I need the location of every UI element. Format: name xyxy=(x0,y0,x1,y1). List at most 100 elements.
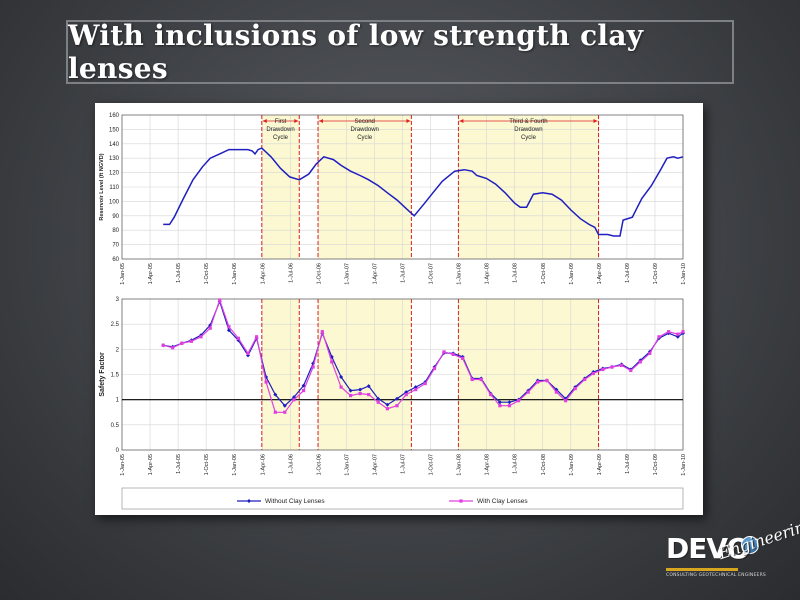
data-point-with-clay xyxy=(461,356,465,360)
x-tick-label: 1-Jan-06 xyxy=(232,454,238,476)
data-point-with-clay xyxy=(376,400,380,404)
cycle-label: Cycle xyxy=(273,135,289,141)
data-point-with-clay xyxy=(358,392,362,396)
data-point-without-clay xyxy=(358,387,363,392)
data-point-with-clay xyxy=(667,330,671,334)
data-point-with-clay xyxy=(498,404,502,408)
y-tick-label: 110 xyxy=(109,185,119,191)
chart-card: 60 70 80 90 100 110 120 130 140 150 160 1-Jan-05 1-A… xyxy=(95,103,703,515)
x-tick-label: 1-Jan-08 xyxy=(457,263,463,285)
data-point-with-clay xyxy=(330,360,334,364)
data-point-without-clay xyxy=(366,384,371,389)
cycle-label: Drawdown xyxy=(514,127,542,133)
data-point-with-clay xyxy=(583,377,587,382)
data-point-with-clay xyxy=(292,398,296,402)
x-tick-label: 1-Jul-07 xyxy=(401,263,407,283)
data-point-with-clay xyxy=(554,390,558,394)
data-point-with-clay xyxy=(246,351,250,355)
x-tick-label: 1-Apr-07 xyxy=(372,454,378,475)
data-point-with-clay xyxy=(283,410,287,414)
y-axis-label: Safety Factor xyxy=(99,352,106,397)
data-point-with-clay xyxy=(218,298,222,302)
data-point-without-clay xyxy=(395,396,399,401)
series-line-1 xyxy=(163,299,684,407)
x-tick-label: 1-Apr-09 xyxy=(597,454,603,475)
data-point-with-clay xyxy=(171,346,175,350)
data-point-without-clay xyxy=(282,403,287,408)
x-tick-label: 1-Apr-05 xyxy=(148,454,154,475)
x-tick-label: 1-Jan-10 xyxy=(681,263,687,285)
x-tick-label: 1-Jan-07 xyxy=(344,454,350,476)
cycle-label: First xyxy=(275,119,287,125)
data-point-with-clay xyxy=(180,341,184,345)
data-point-with-clay xyxy=(517,399,521,403)
x-tick-label: 1-Jul-05 xyxy=(176,454,182,474)
x-tick-label: 1-Jul-09 xyxy=(625,454,631,474)
cycle-arrow-head-right xyxy=(294,119,299,123)
cycle-label: Cycle xyxy=(357,135,373,141)
data-point-with-clay xyxy=(610,365,614,369)
y-tick-label: 0 xyxy=(116,448,120,454)
y-tick-label: 1.5 xyxy=(111,373,120,379)
cycle-arrow-head-left xyxy=(319,119,324,123)
x-tick-label: 1-Oct-07 xyxy=(429,454,435,475)
legend-label: Without Clay Lenses xyxy=(265,498,325,505)
x-tick-label: 1-Apr-06 xyxy=(260,454,266,475)
data-point-with-clay xyxy=(573,387,577,391)
logo-divider xyxy=(666,568,738,571)
x-tick-label: 1-Jul-07 xyxy=(401,454,407,474)
data-point-with-clay xyxy=(601,367,605,372)
x-tick-label: 1-Jan-05 xyxy=(120,454,126,476)
x-tick-label: 1-Jan-07 xyxy=(344,263,350,285)
x-tick-label: 1-Oct-08 xyxy=(541,454,547,475)
x-tick-label: 1-Jan-05 xyxy=(120,263,126,285)
data-point-with-clay xyxy=(302,389,306,393)
data-point-with-clay xyxy=(208,326,212,330)
x-tick-label: 1-Apr-08 xyxy=(485,263,491,284)
y-tick-label: 160 xyxy=(109,113,120,119)
data-point-with-clay xyxy=(657,335,661,339)
data-point-with-clay xyxy=(470,377,474,382)
y-tick-label: 100 xyxy=(109,199,120,205)
data-point-without-clay xyxy=(226,328,231,333)
plot-frame xyxy=(121,114,684,260)
y-tick-label: 70 xyxy=(112,243,119,249)
x-tick-label: 1-Jul-09 xyxy=(625,263,631,283)
x-tick-label: 1-Jan-10 xyxy=(681,454,687,476)
x-tick-label: 1-Apr-05 xyxy=(148,263,154,284)
data-point-with-clay xyxy=(264,380,268,384)
data-point-without-clay xyxy=(675,334,680,339)
data-point-with-clay xyxy=(404,393,408,397)
x-tick-label: 1-Jan-08 xyxy=(457,454,463,476)
x-tick-label: 1-Oct-07 xyxy=(429,263,435,284)
data-point-without-clay xyxy=(339,375,344,379)
logo-tagline: CONSULTING GEOTECHNICAL ENGINEERS xyxy=(666,573,766,578)
legend-swatch-marker xyxy=(459,499,463,503)
x-tick-label: 1-Oct-06 xyxy=(316,263,322,284)
data-point-with-clay xyxy=(442,350,446,354)
data-point-with-clay xyxy=(189,339,193,343)
y-tick-label: 3 xyxy=(116,297,120,303)
x-tick-label: 1-Oct-08 xyxy=(541,263,547,284)
y-tick-label: 80 xyxy=(112,228,119,234)
data-point-with-clay xyxy=(479,377,483,382)
x-tick-label: 1-Jul-08 xyxy=(513,454,519,474)
x-tick-label: 1-Oct-06 xyxy=(316,454,322,475)
data-point-without-clay xyxy=(376,396,381,401)
data-point-with-clay xyxy=(526,390,530,394)
globe-icon xyxy=(741,536,759,554)
cycle-arrow-head-right xyxy=(593,119,598,123)
x-tick-label: 1-Jan-09 xyxy=(569,263,575,285)
x-tick-label: 1-Jan-06 xyxy=(232,263,238,285)
x-tick-label: 1-Apr-09 xyxy=(597,263,603,284)
cycle-arrow-head-left xyxy=(459,119,464,123)
x-tick-label: 1-Apr-08 xyxy=(485,454,491,475)
data-point-with-clay xyxy=(451,352,455,356)
data-point-without-clay xyxy=(385,402,390,407)
data-point-with-clay xyxy=(648,351,652,355)
x-tick-label: 1-Oct-09 xyxy=(653,263,659,284)
data-point-without-clay xyxy=(273,392,278,397)
data-point-with-clay xyxy=(629,368,633,373)
slide-title: With inclusions of low strength clay len… xyxy=(68,19,644,85)
y-tick-label: 90 xyxy=(112,214,119,220)
